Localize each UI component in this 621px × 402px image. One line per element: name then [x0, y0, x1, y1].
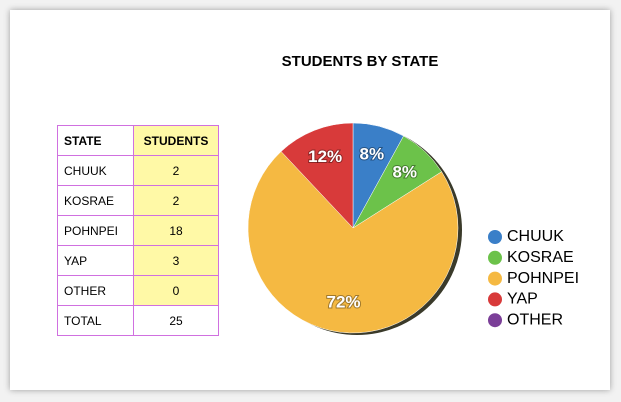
table-cell: 2 — [133, 185, 219, 216]
table-cell: STATE — [57, 125, 134, 156]
table-row: STATE STUDENTS — [57, 125, 219, 156]
chart: STUDENTS BY STATE 8% 8% 72% 12% CHUUK KOSRAE P… — [247, 53, 579, 335]
table-cell: STUDENTS — [133, 125, 219, 156]
table-row: YAP 3 — [57, 245, 219, 276]
table-cell: CHUUK — [57, 155, 134, 186]
students-table: STATE STUDENTS CHUUK 2 KOSRAE 2 POHNPEI 18 YAP 3 O… — [57, 125, 219, 336]
table-cell: OTHER — [57, 275, 134, 306]
table-cell: YAP — [57, 245, 134, 276]
legend-label: KOSRAE — [507, 249, 574, 266]
legend-swatch — [488, 292, 502, 307]
legend-swatch — [488, 271, 502, 286]
table-cell: 0 — [133, 275, 219, 306]
table-cell: KOSRAE — [57, 185, 134, 216]
legend-label: OTHER — [507, 311, 563, 328]
slice-label: 72% — [327, 292, 361, 311]
table-row: KOSRAE 2 — [57, 185, 219, 216]
legend-swatch — [488, 250, 502, 265]
table-row: POHNPEI 18 — [57, 215, 219, 246]
table-cell: 18 — [133, 215, 219, 246]
slice-label: 8% — [360, 144, 385, 163]
table-cell: TOTAL — [57, 305, 134, 336]
pie-slice — [280, 122, 354, 229]
table-cell: 25 — [133, 305, 219, 336]
chart-title: STUDENTS BY STATE — [282, 53, 439, 70]
table-cell: 2 — [133, 155, 219, 186]
legend-swatch — [488, 313, 502, 328]
panel: STATE STUDENTS CHUUK 2 KOSRAE 2 POHNPEI 18 YAP 3 O… — [10, 10, 610, 390]
slice-label: 12% — [308, 147, 342, 166]
table-cell: POHNPEI — [57, 215, 134, 246]
table-row: OTHER 0 — [57, 275, 219, 306]
legend-label: YAP — [507, 291, 538, 308]
legend-swatch — [488, 230, 502, 244]
legend-label: POHNPEI — [507, 270, 579, 287]
pie-slice — [247, 151, 459, 334]
table-cell: 3 — [133, 245, 219, 276]
legend-label: CHUUK — [507, 228, 564, 245]
table-row: CHUUK 2 — [57, 155, 219, 186]
table-row: TOTAL 25 — [57, 305, 219, 336]
slice-label: 8% — [392, 162, 417, 181]
